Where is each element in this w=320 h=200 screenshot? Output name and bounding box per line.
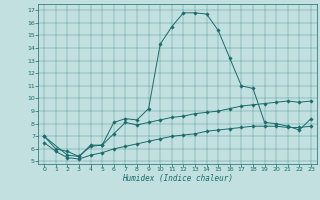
X-axis label: Humidex (Indice chaleur): Humidex (Indice chaleur) [122, 174, 233, 183]
